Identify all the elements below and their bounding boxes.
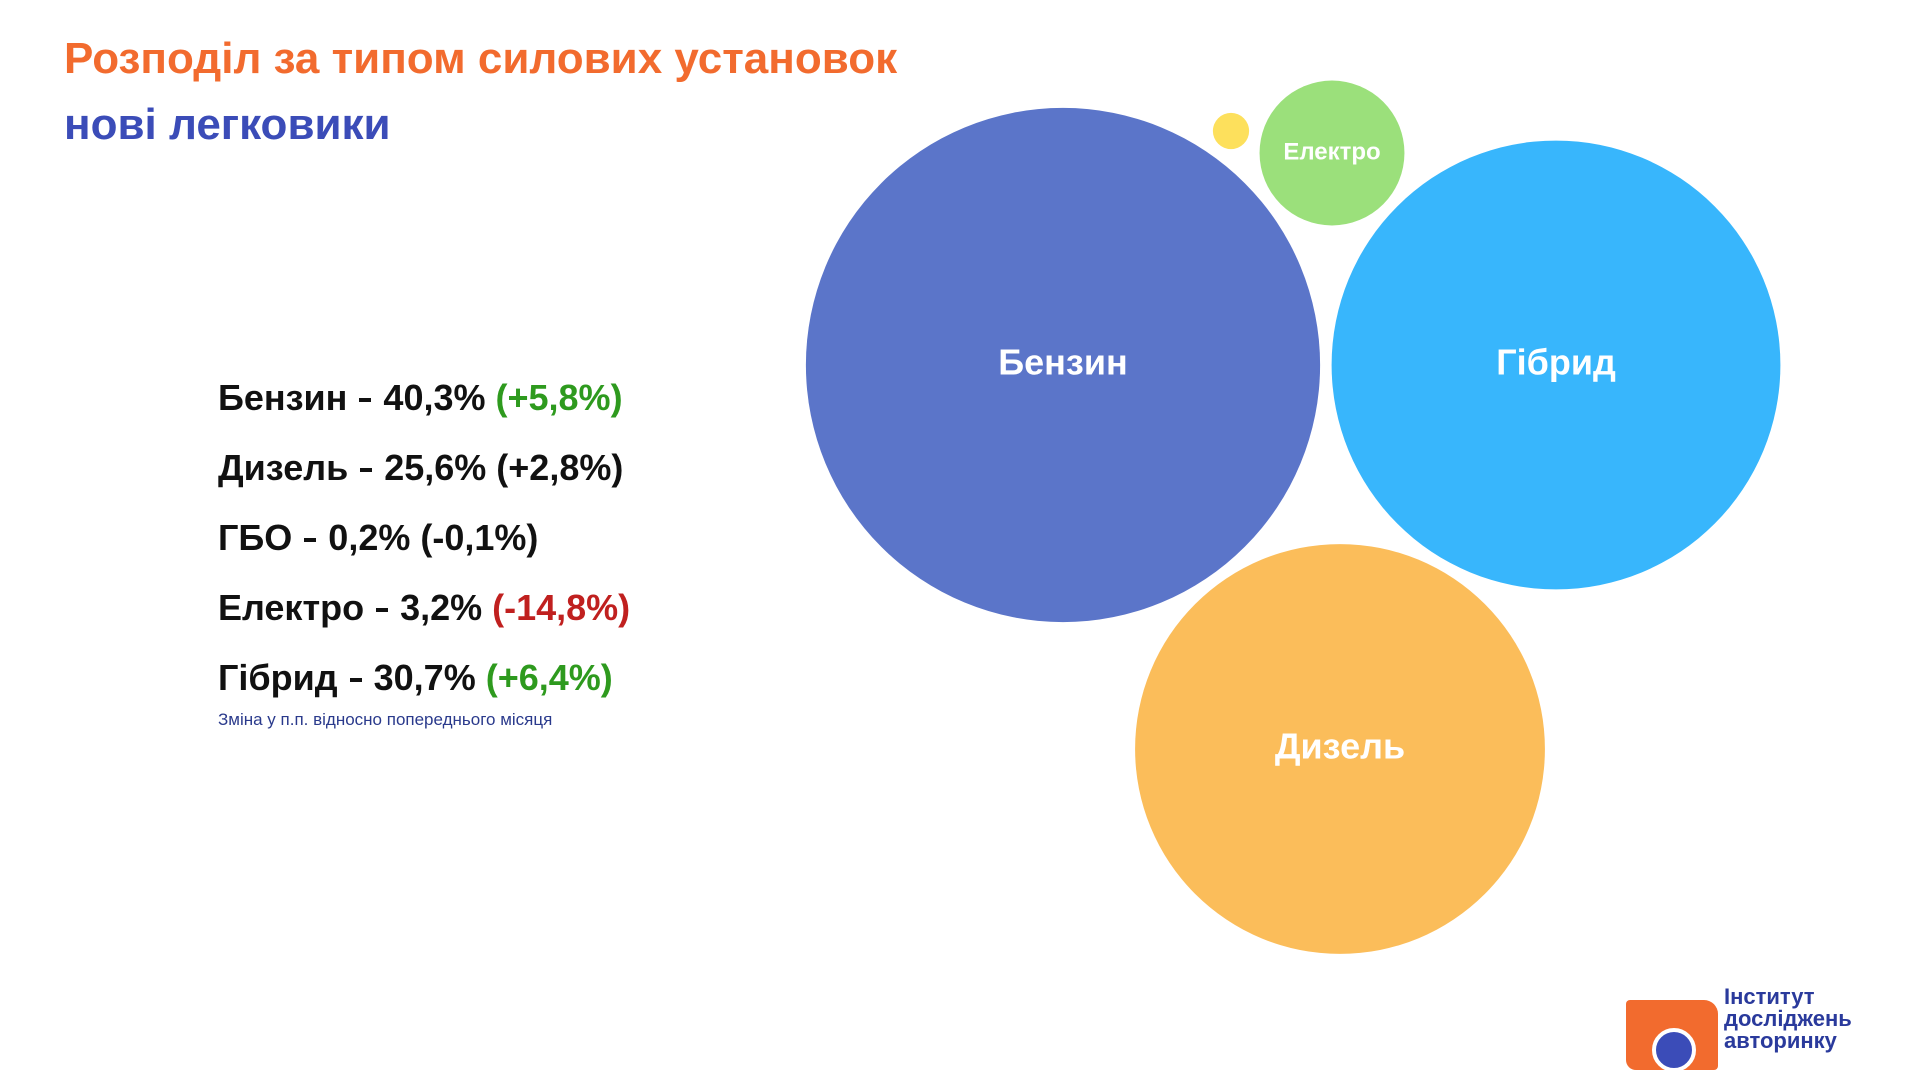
- dash: [376, 608, 389, 613]
- dash: [304, 538, 317, 543]
- chart-title: Розподіл за типом силових установок: [64, 34, 898, 83]
- logo-icon: [1652, 1028, 1696, 1072]
- change-label: (+2,8%): [496, 447, 624, 488]
- value-label: 3,2%: [400, 587, 483, 628]
- dash: [360, 468, 373, 473]
- category-label: Гібрид: [218, 657, 338, 698]
- logo-text: Інститут досліджень авторинку: [1724, 986, 1852, 1052]
- logo-line: Інститут: [1724, 984, 1815, 1009]
- bubble-label: Електро: [1283, 138, 1380, 165]
- bubble-label: Гібрид: [1496, 342, 1616, 383]
- summary-line: Електро 3,2% (-14,8%): [218, 584, 630, 654]
- summary-line: Бензин 40,3% (+5,8%): [218, 374, 630, 444]
- value-label: 25,6%: [384, 447, 487, 488]
- category-label: ГБО: [218, 517, 293, 558]
- value-label: 0,2%: [328, 517, 411, 558]
- summary-line: Дизель 25,6% (+2,8%): [218, 444, 630, 514]
- bubble: [1259, 80, 1405, 226]
- logo: Інститут досліджень авторинку: [1626, 986, 1906, 1072]
- bubble-label: Бензин: [998, 342, 1127, 383]
- change-label: (-0,1%): [420, 517, 539, 558]
- category-label: Електро: [218, 587, 365, 628]
- bubble: [1135, 544, 1545, 954]
- summary-list: Бензин 40,3% (+5,8%) Дизель 25,6% (+2,8%) ГБО 0…: [218, 374, 630, 730]
- bubble: [1331, 140, 1781, 590]
- value-label: 30,7%: [373, 657, 476, 698]
- bubble-label: Дизель: [1275, 726, 1405, 767]
- logo-line: авторинку: [1724, 1028, 1837, 1053]
- dash: [349, 678, 362, 683]
- summary-line: Гібрид 30,7% (+6,4%): [218, 654, 630, 724]
- change-label: (-14,8%): [492, 587, 631, 628]
- category-label: Дизель: [218, 447, 349, 488]
- logo-line: досліджень: [1724, 1006, 1852, 1031]
- bubble: [805, 107, 1321, 623]
- category-label: Бензин: [218, 377, 348, 418]
- value-label: 40,3%: [383, 377, 486, 418]
- note: Зміна у п.п. відносно попереднього місяц…: [218, 710, 553, 729]
- bubble: [1212, 112, 1250, 150]
- dash: [359, 398, 372, 403]
- summary-line: ГБО 0,2% (-0,1%): [218, 514, 630, 584]
- chart-subtitle: нові легковики: [64, 100, 391, 149]
- change-label: (+6,4%): [485, 657, 613, 698]
- change-label: (+5,8%): [495, 377, 623, 418]
